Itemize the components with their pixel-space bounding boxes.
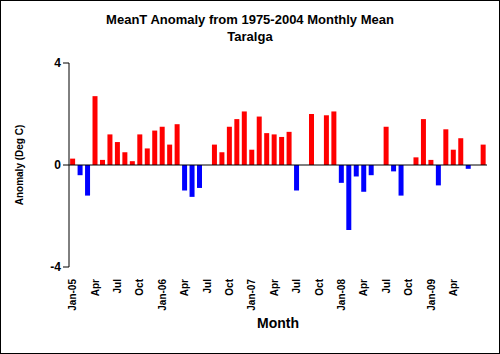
svg-text:Jan-09: Jan-09 — [426, 279, 437, 311]
svg-text:4: 4 — [54, 56, 61, 70]
svg-text:Oct: Oct — [403, 278, 414, 295]
svg-text:Jan-08: Jan-08 — [336, 279, 347, 311]
svg-text:Jan-07: Jan-07 — [246, 279, 257, 311]
svg-text:Anomaly (Deg C): Anomaly (Deg C) — [14, 125, 25, 206]
svg-text:-4: -4 — [50, 260, 61, 274]
svg-text:Apr: Apr — [269, 279, 280, 296]
svg-text:0: 0 — [54, 158, 61, 172]
svg-text:Jul: Jul — [291, 279, 302, 294]
svg-text:Apr: Apr — [90, 279, 101, 296]
html-text:MeanT Anomaly from 1975-2004 M: MeanT Anomaly from 1975-2004 Monthly Mea… — [106, 12, 394, 27]
svg-text:Jan-05: Jan-05 — [67, 279, 78, 311]
svg-text:Apr: Apr — [179, 279, 190, 296]
svg-text:Apr: Apr — [448, 279, 459, 296]
svg-text:Jul: Jul — [381, 279, 392, 294]
svg-text:Jul: Jul — [112, 279, 123, 294]
svg-text:Jan-06: Jan-06 — [157, 279, 168, 311]
svg-text:Oct: Oct — [224, 278, 235, 295]
html-text:Month: Month — [257, 315, 299, 331]
html-text:Taralga: Taralga — [227, 29, 273, 44]
svg-text:Jul: Jul — [202, 279, 213, 294]
svg-text:Oct: Oct — [134, 278, 145, 295]
svg-text:Apr: Apr — [358, 279, 369, 296]
svg-text:Oct: Oct — [314, 278, 325, 295]
